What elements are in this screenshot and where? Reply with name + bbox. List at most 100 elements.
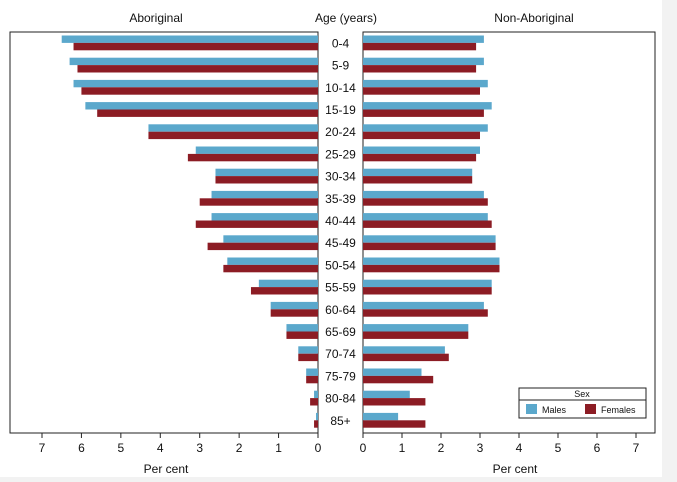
age-label-15-19: 15-19 bbox=[325, 103, 356, 117]
age-labels: 0-4 5-9 10-14 15-19 20-24 25-29 30-34 35-39 40-4… bbox=[325, 36, 356, 427]
bar-non-aboriginal-females-15-19 bbox=[363, 109, 484, 117]
bar-non-aboriginal-females-85+ bbox=[363, 420, 426, 428]
right-tick-label-6: 6 bbox=[594, 441, 601, 455]
legend-label-females: Females bbox=[601, 405, 636, 415]
bar-aboriginal-males-55-59 bbox=[258, 279, 318, 288]
bar-aboriginal-females-10-14 bbox=[81, 87, 318, 95]
right-tick-label-3: 3 bbox=[477, 441, 484, 455]
left-tick-label-7: 7 bbox=[39, 441, 46, 455]
bar-aboriginal-females-45-49 bbox=[207, 242, 318, 251]
bar-aboriginal-males-70-74 bbox=[298, 346, 318, 354]
age-label-20-24: 20-24 bbox=[325, 125, 356, 139]
bar-aboriginal-males-30-34 bbox=[215, 168, 318, 177]
bar-non-aboriginal-females-60-64 bbox=[363, 309, 488, 317]
right-panel-title: Non-Aboriginal bbox=[494, 11, 573, 25]
right-tick-label-0: 0 bbox=[360, 441, 367, 455]
right-tick-label-7: 7 bbox=[633, 441, 640, 455]
bar-non-aboriginal-males-50-54 bbox=[363, 257, 500, 265]
bar-aboriginal-females-5-9 bbox=[77, 65, 319, 73]
age-label-35-39: 35-39 bbox=[325, 192, 356, 206]
bar-non-aboriginal-males-60-64 bbox=[363, 301, 484, 310]
right-plot-frame bbox=[362, 31, 656, 434]
bar-non-aboriginal-females-80-84 bbox=[363, 398, 426, 406]
bar-non-aboriginal-females-50-54 bbox=[363, 264, 500, 273]
center-title: Age (years) bbox=[315, 11, 377, 25]
bars-layer bbox=[61, 35, 500, 428]
bar-aboriginal-females-65-69 bbox=[286, 331, 318, 339]
age-label-25-29: 25-29 bbox=[325, 147, 356, 161]
bar-aboriginal-males-45-49 bbox=[223, 235, 318, 243]
right-x-axis-label: Per cent bbox=[493, 462, 538, 476]
legend: Sex Males Females bbox=[518, 387, 647, 419]
right-tick-label-5: 5 bbox=[555, 441, 562, 455]
bar-non-aboriginal-females-65-69 bbox=[363, 331, 469, 339]
bar-non-aboriginal-males-55-59 bbox=[363, 279, 492, 288]
age-label-45-49: 45-49 bbox=[325, 236, 356, 250]
age-label-30-34: 30-34 bbox=[325, 170, 356, 184]
legend-label-males: Males bbox=[542, 405, 567, 415]
left-tick-label-3: 3 bbox=[196, 441, 203, 455]
left-tick-label-2: 2 bbox=[236, 441, 243, 455]
age-label-70-74: 70-74 bbox=[325, 347, 356, 361]
age-label-85+: 85+ bbox=[330, 414, 350, 428]
bar-non-aboriginal-males-15-19 bbox=[363, 102, 492, 110]
bar-aboriginal-males-40-44 bbox=[211, 213, 318, 221]
left-x-axis-label: Per cent bbox=[144, 462, 189, 476]
bar-aboriginal-females-0-4 bbox=[73, 42, 318, 51]
bar-non-aboriginal-males-30-34 bbox=[363, 168, 473, 177]
bar-aboriginal-females-55-59 bbox=[250, 287, 318, 295]
age-label-0-4: 0-4 bbox=[332, 36, 350, 50]
bar-non-aboriginal-females-55-59 bbox=[363, 287, 492, 295]
bar-non-aboriginal-females-5-9 bbox=[363, 65, 477, 73]
left-plot-frame bbox=[9, 31, 319, 434]
age-label-5-9: 5-9 bbox=[332, 59, 350, 73]
left-tick-label-1: 1 bbox=[275, 441, 282, 455]
bar-aboriginal-females-30-34 bbox=[215, 176, 318, 184]
bar-aboriginal-females-35-39 bbox=[199, 198, 318, 206]
bar-non-aboriginal-males-85+ bbox=[363, 412, 399, 421]
bar-non-aboriginal-females-70-74 bbox=[363, 353, 449, 362]
bar-non-aboriginal-males-0-4 bbox=[363, 35, 484, 43]
bar-non-aboriginal-females-20-24 bbox=[363, 131, 480, 140]
bar-aboriginal-females-15-19 bbox=[97, 109, 318, 117]
bar-aboriginal-females-25-29 bbox=[187, 153, 318, 162]
age-label-75-79: 75-79 bbox=[325, 369, 356, 383]
bar-aboriginal-males-0-4 bbox=[61, 35, 319, 43]
left-tick-label-4: 4 bbox=[157, 441, 164, 455]
bar-aboriginal-males-75-79 bbox=[306, 368, 318, 376]
age-label-10-14: 10-14 bbox=[325, 81, 356, 95]
bar-aboriginal-males-50-54 bbox=[227, 257, 318, 265]
bar-non-aboriginal-females-25-29 bbox=[363, 153, 477, 162]
bar-aboriginal-females-60-64 bbox=[270, 309, 318, 317]
legend-title: Sex bbox=[574, 389, 590, 399]
age-label-80-84: 80-84 bbox=[325, 392, 356, 406]
bar-non-aboriginal-males-40-44 bbox=[363, 213, 488, 221]
bar-aboriginal-females-80-84 bbox=[310, 398, 318, 406]
bar-non-aboriginal-females-0-4 bbox=[363, 42, 477, 51]
bar-non-aboriginal-females-45-49 bbox=[363, 242, 496, 251]
bar-non-aboriginal-males-35-39 bbox=[363, 190, 484, 199]
bar-aboriginal-males-15-19 bbox=[85, 102, 318, 110]
right-tick-label-1: 1 bbox=[399, 441, 406, 455]
bar-non-aboriginal-females-40-44 bbox=[363, 220, 492, 228]
bar-aboriginal-males-20-24 bbox=[148, 124, 318, 132]
bar-aboriginal-males-35-39 bbox=[211, 190, 318, 199]
bar-non-aboriginal-females-30-34 bbox=[363, 176, 473, 184]
legend-swatch-males bbox=[526, 404, 537, 414]
bar-non-aboriginal-females-35-39 bbox=[363, 198, 488, 206]
bar-aboriginal-males-80-84 bbox=[314, 390, 318, 399]
age-label-65-69: 65-69 bbox=[325, 325, 356, 339]
bar-non-aboriginal-males-75-79 bbox=[363, 368, 422, 376]
legend-box bbox=[518, 387, 647, 419]
bar-aboriginal-females-20-24 bbox=[148, 131, 318, 140]
bar-aboriginal-males-85+ bbox=[316, 412, 318, 421]
right-tick-label-2: 2 bbox=[438, 441, 445, 455]
left-tick-label-5: 5 bbox=[118, 441, 125, 455]
bar-non-aboriginal-males-5-9 bbox=[363, 57, 484, 66]
bar-aboriginal-males-25-29 bbox=[195, 146, 318, 154]
bar-non-aboriginal-males-70-74 bbox=[363, 346, 445, 354]
bar-aboriginal-males-10-14 bbox=[73, 79, 318, 88]
bar-non-aboriginal-males-10-14 bbox=[363, 79, 488, 88]
age-label-55-59: 55-59 bbox=[325, 281, 356, 295]
